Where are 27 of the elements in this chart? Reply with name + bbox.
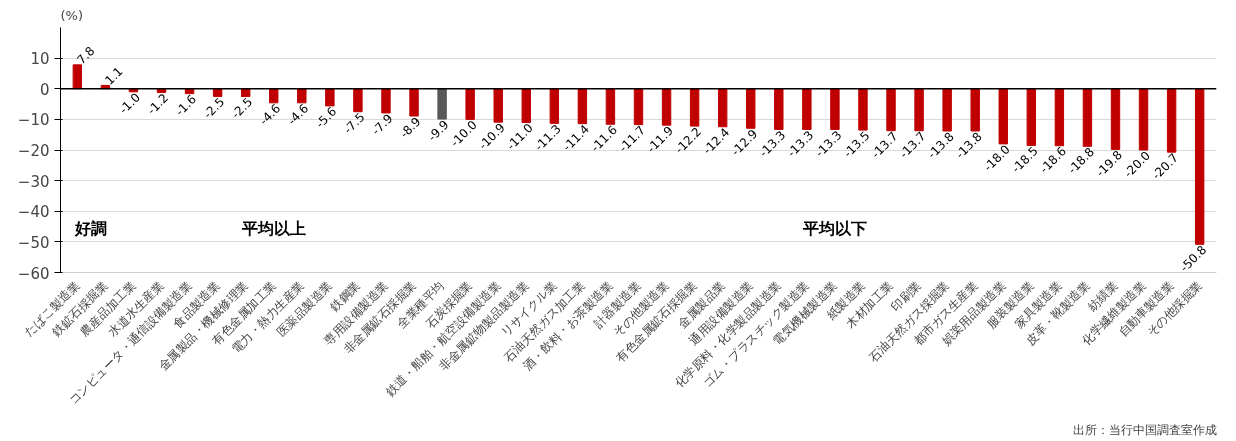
data-label: -7.9: [369, 111, 396, 138]
y-tick-label: 0: [39, 80, 50, 99]
y-tick-label: −10: [17, 111, 50, 130]
data-label: -7.5: [340, 110, 368, 137]
data-label: 1.1: [102, 64, 126, 88]
y-axis-title: (%): [60, 7, 83, 23]
data-label: -4.6: [284, 101, 312, 128]
data-label: -9.9: [425, 117, 452, 144]
y-tick-label: −60: [17, 264, 50, 283]
y-tick-label: −40: [17, 203, 50, 222]
text: 出所：当行中国調査室作成: [1072, 422, 1217, 437]
annotation: 平均以下: [801, 218, 867, 238]
y-tick-label: −50: [17, 233, 50, 252]
data-label: -1.0: [116, 90, 143, 117]
annotation: 平均以上: [240, 218, 306, 238]
data-label: -2.5: [200, 94, 228, 122]
data-label: -4.6: [256, 101, 284, 128]
annotation: 好調: [74, 218, 108, 238]
y-tick-label: −20: [17, 142, 50, 160]
y-tick-label: −30: [17, 172, 50, 191]
data-label: 7.8: [74, 43, 98, 68]
y-tick-label: 10: [30, 50, 50, 69]
data-label: -5.6: [312, 104, 340, 131]
data-label: -2.5: [228, 94, 256, 122]
data-label: -1.6: [172, 92, 200, 119]
data-label: -1.2: [144, 90, 172, 118]
data-label: -8.9: [397, 114, 424, 141]
